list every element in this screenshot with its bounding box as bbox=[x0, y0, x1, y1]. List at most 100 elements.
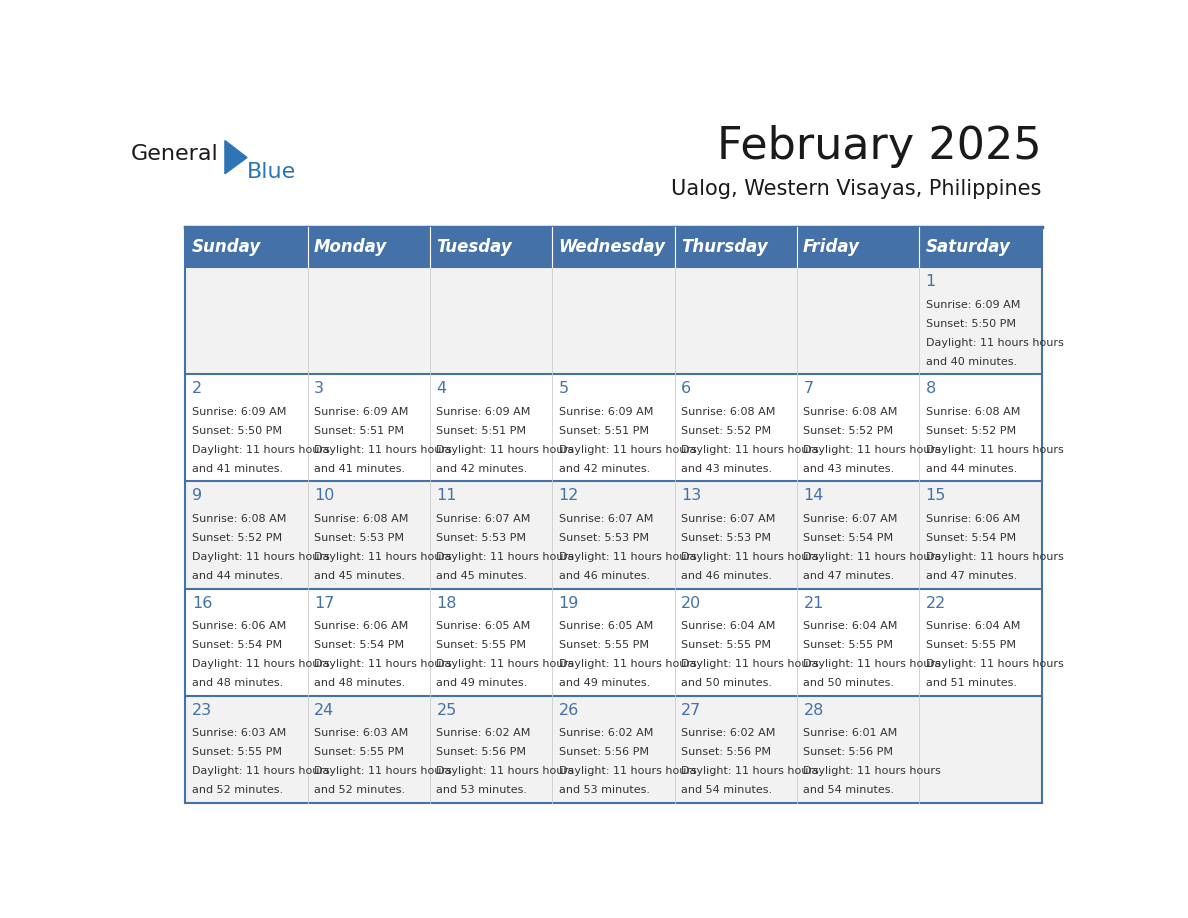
Text: and 42 minutes.: and 42 minutes. bbox=[558, 464, 650, 474]
Text: Sunrise: 6:07 AM: Sunrise: 6:07 AM bbox=[681, 514, 776, 524]
Text: Sunrise: 6:06 AM: Sunrise: 6:06 AM bbox=[314, 621, 409, 631]
Text: Thursday: Thursday bbox=[681, 238, 767, 256]
Text: and 47 minutes.: and 47 minutes. bbox=[925, 571, 1017, 581]
Text: Daylight: 11 hours hours: Daylight: 11 hours hours bbox=[191, 767, 329, 777]
Text: 7: 7 bbox=[803, 381, 814, 397]
Text: Sunrise: 6:09 AM: Sunrise: 6:09 AM bbox=[925, 299, 1020, 309]
Text: Sunrise: 6:04 AM: Sunrise: 6:04 AM bbox=[803, 621, 898, 631]
Text: 11: 11 bbox=[436, 488, 457, 503]
Text: Daylight: 11 hours hours: Daylight: 11 hours hours bbox=[681, 552, 819, 562]
Bar bbox=[675, 267, 797, 375]
Text: and 41 minutes.: and 41 minutes. bbox=[314, 464, 405, 474]
Text: Tuesday: Tuesday bbox=[436, 238, 512, 256]
Bar bbox=[552, 375, 675, 481]
Text: and 44 minutes.: and 44 minutes. bbox=[191, 571, 283, 581]
Text: 9: 9 bbox=[191, 488, 202, 503]
Bar bbox=[185, 375, 308, 481]
Text: Sunset: 5:55 PM: Sunset: 5:55 PM bbox=[925, 640, 1016, 650]
Bar bbox=[797, 227, 920, 267]
Text: 21: 21 bbox=[803, 596, 823, 610]
Text: and 43 minutes.: and 43 minutes. bbox=[803, 464, 895, 474]
Text: Sunrise: 6:04 AM: Sunrise: 6:04 AM bbox=[681, 621, 776, 631]
Bar bbox=[920, 588, 1042, 696]
Text: Sunrise: 6:04 AM: Sunrise: 6:04 AM bbox=[925, 621, 1020, 631]
Text: Blue: Blue bbox=[247, 162, 296, 182]
Text: Sunrise: 6:09 AM: Sunrise: 6:09 AM bbox=[191, 407, 286, 417]
Text: 22: 22 bbox=[925, 596, 946, 610]
Text: Sunday: Sunday bbox=[191, 238, 260, 256]
Text: and 47 minutes.: and 47 minutes. bbox=[803, 571, 895, 581]
Text: Sunrise: 6:03 AM: Sunrise: 6:03 AM bbox=[191, 728, 286, 738]
Text: Sunrise: 6:02 AM: Sunrise: 6:02 AM bbox=[436, 728, 531, 738]
Text: 17: 17 bbox=[314, 596, 335, 610]
Text: and 43 minutes.: and 43 minutes. bbox=[681, 464, 772, 474]
Text: 26: 26 bbox=[558, 703, 579, 718]
Text: Daylight: 11 hours hours: Daylight: 11 hours hours bbox=[558, 552, 696, 562]
Text: Daylight: 11 hours hours: Daylight: 11 hours hours bbox=[436, 659, 574, 669]
Text: Daylight: 11 hours hours: Daylight: 11 hours hours bbox=[314, 552, 451, 562]
Text: Daylight: 11 hours hours: Daylight: 11 hours hours bbox=[681, 445, 819, 455]
Text: Sunset: 5:51 PM: Sunset: 5:51 PM bbox=[314, 426, 404, 436]
Text: 2: 2 bbox=[191, 381, 202, 397]
Text: 13: 13 bbox=[681, 488, 701, 503]
Bar bbox=[797, 481, 920, 588]
Text: Daylight: 11 hours hours: Daylight: 11 hours hours bbox=[925, 338, 1063, 348]
Text: Sunset: 5:56 PM: Sunset: 5:56 PM bbox=[558, 747, 649, 757]
Text: Daylight: 11 hours hours: Daylight: 11 hours hours bbox=[803, 659, 941, 669]
Text: Daylight: 11 hours hours: Daylight: 11 hours hours bbox=[191, 445, 329, 455]
Text: Sunset: 5:54 PM: Sunset: 5:54 PM bbox=[314, 640, 404, 650]
Text: Daylight: 11 hours hours: Daylight: 11 hours hours bbox=[803, 767, 941, 777]
Text: Daylight: 11 hours hours: Daylight: 11 hours hours bbox=[925, 659, 1063, 669]
Text: 1: 1 bbox=[925, 274, 936, 289]
Bar bbox=[308, 696, 430, 803]
Text: Sunset: 5:56 PM: Sunset: 5:56 PM bbox=[803, 747, 893, 757]
Text: Sunset: 5:55 PM: Sunset: 5:55 PM bbox=[681, 640, 771, 650]
Text: and 54 minutes.: and 54 minutes. bbox=[803, 786, 895, 796]
Text: Daylight: 11 hours hours: Daylight: 11 hours hours bbox=[314, 767, 451, 777]
Text: Sunset: 5:56 PM: Sunset: 5:56 PM bbox=[681, 747, 771, 757]
Text: and 45 minutes.: and 45 minutes. bbox=[436, 571, 527, 581]
Text: 24: 24 bbox=[314, 703, 334, 718]
Bar bbox=[185, 481, 308, 588]
Text: and 45 minutes.: and 45 minutes. bbox=[314, 571, 405, 581]
Text: Ualog, Western Visayas, Philippines: Ualog, Western Visayas, Philippines bbox=[671, 179, 1042, 199]
Text: Sunrise: 6:02 AM: Sunrise: 6:02 AM bbox=[681, 728, 776, 738]
Text: Sunset: 5:55 PM: Sunset: 5:55 PM bbox=[191, 747, 282, 757]
Bar bbox=[308, 227, 430, 267]
Text: Sunset: 5:54 PM: Sunset: 5:54 PM bbox=[803, 533, 893, 543]
Text: Sunset: 5:51 PM: Sunset: 5:51 PM bbox=[558, 426, 649, 436]
Text: and 42 minutes.: and 42 minutes. bbox=[436, 464, 527, 474]
Text: Sunrise: 6:09 AM: Sunrise: 6:09 AM bbox=[314, 407, 409, 417]
Bar bbox=[920, 696, 1042, 803]
Bar bbox=[675, 227, 797, 267]
Text: 4: 4 bbox=[436, 381, 447, 397]
Text: Sunset: 5:55 PM: Sunset: 5:55 PM bbox=[803, 640, 893, 650]
Bar bbox=[920, 227, 1042, 267]
Text: 25: 25 bbox=[436, 703, 456, 718]
Bar bbox=[552, 267, 675, 375]
Text: Monday: Monday bbox=[314, 238, 387, 256]
Bar bbox=[185, 696, 308, 803]
Text: and 51 minutes.: and 51 minutes. bbox=[925, 678, 1017, 688]
Text: 23: 23 bbox=[191, 703, 211, 718]
Text: Daylight: 11 hours hours: Daylight: 11 hours hours bbox=[803, 552, 941, 562]
Text: 10: 10 bbox=[314, 488, 335, 503]
Text: Sunset: 5:55 PM: Sunset: 5:55 PM bbox=[558, 640, 649, 650]
Text: and 49 minutes.: and 49 minutes. bbox=[558, 678, 650, 688]
Text: Sunset: 5:52 PM: Sunset: 5:52 PM bbox=[803, 426, 893, 436]
Text: General: General bbox=[131, 144, 219, 164]
Text: and 50 minutes.: and 50 minutes. bbox=[803, 678, 895, 688]
Text: Daylight: 11 hours hours: Daylight: 11 hours hours bbox=[925, 445, 1063, 455]
Text: Sunset: 5:50 PM: Sunset: 5:50 PM bbox=[191, 426, 282, 436]
Bar bbox=[308, 588, 430, 696]
Bar bbox=[552, 481, 675, 588]
Bar bbox=[185, 267, 308, 375]
Bar bbox=[552, 227, 675, 267]
Text: and 40 minutes.: and 40 minutes. bbox=[925, 357, 1017, 367]
Text: Daylight: 11 hours hours: Daylight: 11 hours hours bbox=[191, 552, 329, 562]
Text: Sunrise: 6:06 AM: Sunrise: 6:06 AM bbox=[925, 514, 1020, 524]
Text: Sunset: 5:53 PM: Sunset: 5:53 PM bbox=[558, 533, 649, 543]
Polygon shape bbox=[225, 140, 247, 174]
Text: Sunrise: 6:05 AM: Sunrise: 6:05 AM bbox=[558, 621, 653, 631]
Text: 19: 19 bbox=[558, 596, 579, 610]
